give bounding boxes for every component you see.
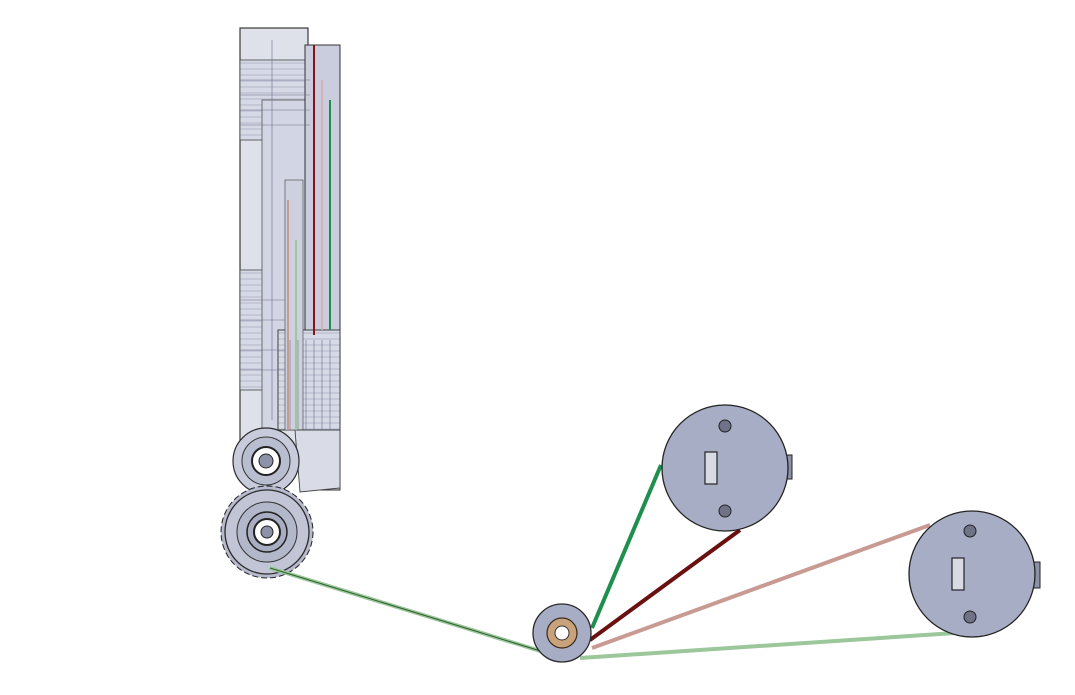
vertical-tendon-housing xyxy=(239,27,341,493)
dark-red-tendon xyxy=(588,528,742,642)
light-green-tendon xyxy=(269,566,956,660)
motor-disc-a xyxy=(661,404,793,532)
motor-disc-b xyxy=(908,510,1041,638)
pink-tendon xyxy=(591,523,931,650)
green-tendon xyxy=(590,464,663,629)
drive-gear xyxy=(220,485,314,579)
upper-pulley xyxy=(232,427,300,495)
idler-pulley xyxy=(532,603,592,663)
